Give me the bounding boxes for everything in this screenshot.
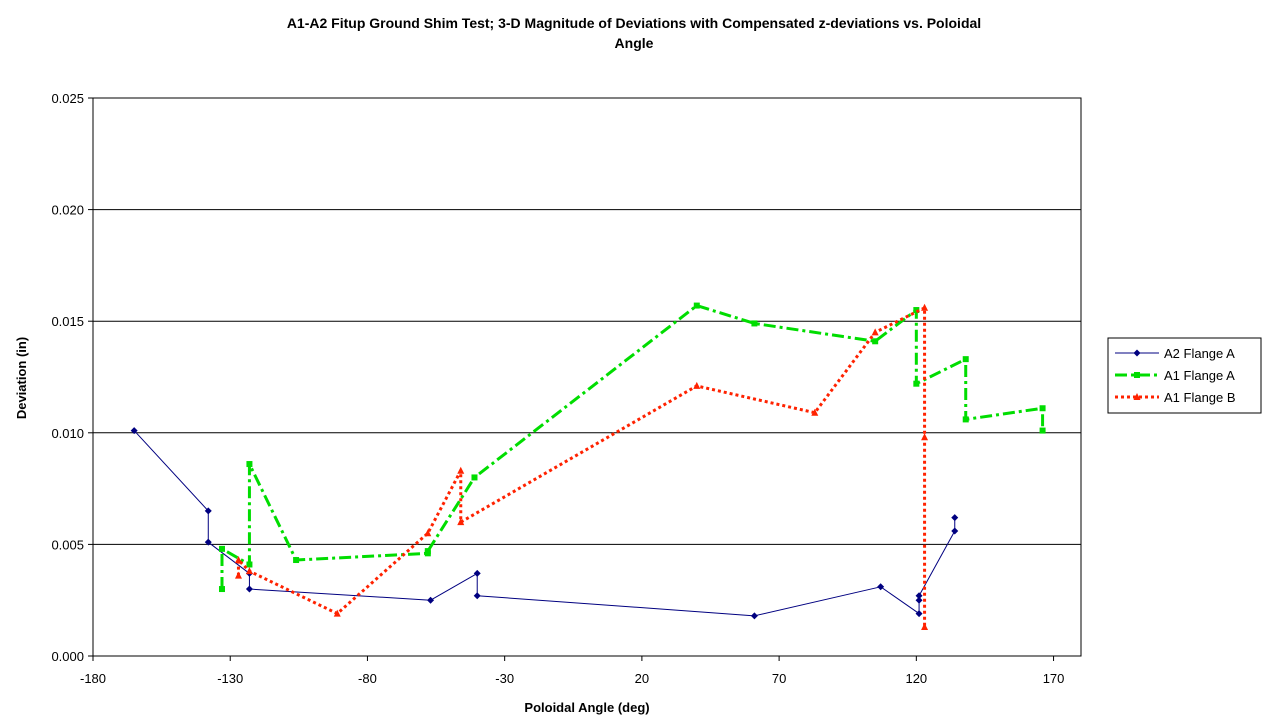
series-a1-flange-a <box>218 302 1046 593</box>
y-tick-label: 0.025 <box>51 91 84 106</box>
gridlines <box>93 209 1081 545</box>
y-tick-label: 0.010 <box>51 426 84 441</box>
data-point <box>877 583 885 591</box>
x-tick-label: 120 <box>905 671 927 686</box>
data-point <box>921 303 929 311</box>
y-axis-ticks: 0.000 0.005 0.010 0.015 0.020 0.025 <box>51 91 93 664</box>
data-point <box>872 338 879 345</box>
x-tick-label: -130 <box>217 671 243 686</box>
data-point <box>473 592 481 600</box>
data-point <box>915 596 923 604</box>
legend-marker <box>1134 372 1140 378</box>
legend-label: A1 Flange B <box>1164 390 1236 405</box>
chart-title-line2: Angle <box>615 35 654 51</box>
data-point <box>1039 427 1046 434</box>
plot-area-border <box>92 97 1082 657</box>
data-point <box>333 609 341 617</box>
x-tick-label: 70 <box>772 671 786 686</box>
x-tick-label: 20 <box>635 671 649 686</box>
data-point <box>293 557 300 564</box>
x-axis-ticks: -180 -130 -80 -30 20 70 120 170 <box>80 656 1064 686</box>
data-point <box>471 474 478 481</box>
data-point <box>457 518 465 526</box>
x-axis-title: Poloidal Angle (deg) <box>524 700 649 715</box>
y-tick-label: 0.000 <box>51 649 84 664</box>
data-point <box>871 328 879 336</box>
x-tick-label: 170 <box>1043 671 1065 686</box>
data-point <box>951 514 959 522</box>
data-point <box>204 538 212 546</box>
data-point <box>750 612 758 620</box>
x-tick-label: -180 <box>80 671 106 686</box>
data-point <box>246 461 253 468</box>
data-point <box>921 433 929 441</box>
data-point <box>246 561 253 568</box>
data-point <box>962 416 969 423</box>
y-tick-label: 0.015 <box>51 314 84 329</box>
data-point <box>234 556 242 564</box>
data-point <box>245 585 253 593</box>
data-point <box>130 427 138 435</box>
data-point <box>913 307 920 314</box>
data-point <box>204 507 212 515</box>
data-point <box>915 610 923 618</box>
data-point <box>1039 405 1046 412</box>
data-point <box>913 380 920 387</box>
y-axis-title: Deviation (in) <box>14 337 29 419</box>
legend-label: A1 Flange A <box>1164 368 1235 383</box>
data-point <box>751 320 758 327</box>
series-group <box>130 302 1046 630</box>
data-point <box>218 545 225 552</box>
data-point <box>457 466 465 474</box>
chart-title: A1-A2 Fitup Ground Shim Test; 3-D Magnit… <box>287 15 981 31</box>
x-tick-label: -30 <box>495 671 514 686</box>
data-point <box>811 408 819 416</box>
legend-item-a2-flange-a: A2 Flange A <box>1115 346 1235 361</box>
data-point <box>218 586 225 593</box>
legend-item-a1-flange-b: A1 Flange B <box>1115 390 1236 405</box>
legend-marker <box>1133 349 1141 357</box>
data-point <box>427 596 435 604</box>
data-point <box>962 356 969 363</box>
data-point <box>234 571 242 579</box>
data-point <box>921 622 929 630</box>
data-point <box>245 567 253 575</box>
y-tick-label: 0.005 <box>51 537 84 552</box>
data-point <box>693 381 701 389</box>
data-point <box>951 527 959 535</box>
legend-label: A2 Flange A <box>1164 346 1235 361</box>
series-line-a1-flange-a <box>220 304 1045 590</box>
data-point <box>424 548 431 555</box>
data-point <box>693 302 700 309</box>
legend-item-a1-flange-a: A1 Flange A <box>1115 368 1235 383</box>
series-a2-flange-a <box>130 427 959 620</box>
data-point <box>473 569 481 577</box>
x-tick-label: -80 <box>358 671 377 686</box>
y-tick-label: 0.020 <box>51 203 84 218</box>
series-a1-flange-b <box>234 303 929 630</box>
data-point <box>915 592 923 600</box>
data-point <box>424 529 432 537</box>
legend-marker <box>1133 393 1141 400</box>
legend: A2 Flange A A1 Flange A A1 Flange B <box>1107 337 1262 414</box>
